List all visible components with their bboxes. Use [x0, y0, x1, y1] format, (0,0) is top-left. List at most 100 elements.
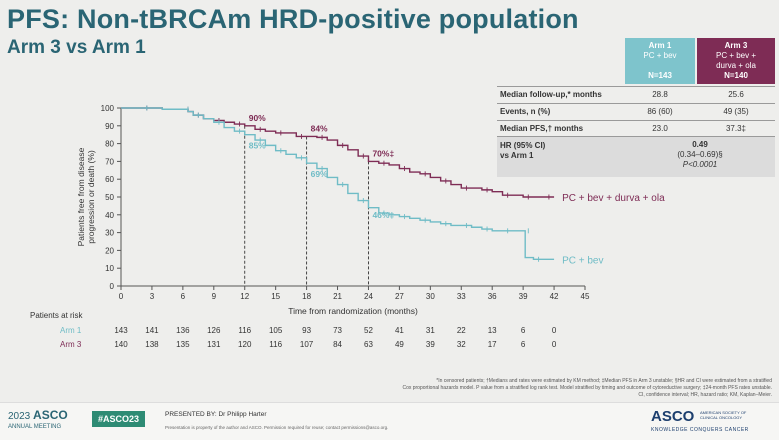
- arm1-header-regimen: PC + bev: [643, 51, 677, 60]
- presenter-credit: PRESENTED BY: Dr Philipp Harter: [165, 411, 267, 418]
- arm1-header: Arm 1 PC + bev N=143: [625, 38, 695, 84]
- risk-value: 136: [176, 326, 190, 335]
- x-tick-label: 36: [488, 292, 497, 301]
- y-tick-label: 10: [105, 264, 114, 273]
- x-tick-label: 33: [457, 292, 466, 301]
- risk-row-label: Arm 3: [60, 340, 82, 349]
- x-tick-label: 3: [150, 292, 155, 301]
- y-tick-label: 0: [110, 282, 115, 291]
- risk-value: 13: [488, 326, 497, 335]
- x-tick-label: 15: [271, 292, 280, 301]
- risk-value: 138: [145, 340, 159, 349]
- table-row: Events, n (%) 86 (60) 49 (35): [497, 103, 775, 120]
- risk-value: 107: [300, 340, 314, 349]
- x-tick-label: 45: [581, 292, 590, 301]
- x-tick-label: 6: [181, 292, 186, 301]
- hr-label: HR (95% CI): [500, 141, 546, 150]
- y-axis-title: Patients free from diseaseprogression or…: [76, 147, 96, 246]
- row-label: Median follow-up,* months: [500, 90, 602, 99]
- risk-value: 116: [238, 326, 251, 335]
- hr-p-value: P<0.0001: [682, 160, 718, 169]
- rate-annotation: 90%: [249, 113, 266, 123]
- y-tick-label: 80: [105, 140, 114, 149]
- arm1-header-name: Arm 1: [648, 41, 672, 50]
- row-label: Events, n (%): [500, 107, 551, 116]
- y-tick-label: 90: [105, 122, 114, 131]
- risk-value: 39: [426, 340, 435, 349]
- risk-value: 126: [207, 326, 221, 335]
- risk-value: 105: [269, 326, 283, 335]
- row-arm3-value: 37.3‡: [725, 124, 747, 133]
- meeting-name: ANNUAL MEETING: [8, 424, 62, 430]
- table-row: Median follow-up,* months 28.8 25.6: [497, 86, 775, 103]
- asco-tagline: KNOWLEDGE CONQUERS CANCER: [651, 427, 749, 433]
- row-label: Median PFS,† months: [500, 124, 584, 133]
- x-tick-label: 0: [119, 292, 124, 301]
- risk-value: 73: [333, 326, 342, 335]
- x-axis-title: Time from randomization (months): [288, 306, 418, 316]
- rate-annotation: 85%: [249, 141, 266, 151]
- meeting-year: 2023: [8, 411, 31, 422]
- y-tick-label: 30: [105, 229, 114, 238]
- risk-value: 141: [145, 326, 159, 335]
- risk-value: 0: [552, 326, 557, 335]
- risk-value: 143: [114, 326, 128, 335]
- x-tick-label: 9: [212, 292, 217, 301]
- asco-society-name: AMERICAN SOCIETY OF CLINICAL ONCOLOGY: [700, 410, 746, 420]
- hr-ci: (0.34–0.69)§: [677, 150, 723, 159]
- arm1-km-curve: [121, 107, 555, 260]
- y-tick-label: 100: [101, 104, 115, 113]
- arm1-header-n: N=143: [648, 71, 672, 80]
- rate-annotation: 84%: [311, 123, 328, 133]
- asco-society-line-1: AMERICAN SOCIETY OF: [700, 410, 747, 415]
- risk-value: 120: [238, 340, 252, 349]
- meeting-brand: ASCO: [33, 408, 68, 422]
- y-axis-title-line: Patients free from disease: [76, 147, 86, 246]
- presentation-notice: Presentation is property of the author a…: [165, 425, 389, 430]
- table-row: Median PFS,† months 23.0 37.3‡: [497, 120, 775, 137]
- risk-value: 0: [552, 340, 557, 349]
- x-tick-label: 21: [333, 292, 342, 301]
- risk-value: 17: [488, 340, 497, 349]
- y-tick-label: 50: [105, 193, 114, 202]
- risk-value: 84: [333, 340, 342, 349]
- page-subtitle: Arm 3 vs Arm 1: [7, 37, 146, 58]
- row-arm1-value: 86 (60): [647, 107, 673, 116]
- risk-value: 31: [426, 326, 435, 335]
- hr-value: 0.49: [692, 140, 708, 149]
- y-tick-label: 60: [105, 175, 114, 184]
- asco-logo: ASCO: [651, 408, 695, 425]
- y-axis-title-line: progression or death (%): [86, 150, 96, 244]
- legend-label: PC + bev + durva + ola: [562, 193, 665, 204]
- risk-value: 52: [364, 326, 373, 335]
- legend-label: PC + bev: [562, 255, 603, 266]
- risk-value: 131: [207, 340, 221, 349]
- arm3-header-n: N=140: [724, 71, 748, 80]
- x-tick-label: 42: [550, 292, 559, 301]
- hashtag-badge: #ASCO23: [92, 411, 146, 427]
- risk-value: 22: [457, 326, 466, 335]
- risk-value: 41: [395, 326, 404, 335]
- row-arm1-value: 23.0: [652, 124, 668, 133]
- x-tick-label: 18: [302, 292, 311, 301]
- rate-annotation: 69%: [311, 169, 328, 179]
- footnote-line-3: CI, confidence interval; HR, hazard rati…: [638, 392, 772, 398]
- risk-value: 93: [302, 326, 311, 335]
- risk-value: 6: [521, 326, 526, 335]
- risk-value: 135: [176, 340, 190, 349]
- asco-society-line-2: CLINICAL ONCOLOGY: [700, 415, 743, 420]
- hr-label-vs: vs Arm 1: [500, 151, 534, 160]
- risk-value: 32: [457, 340, 466, 349]
- rate-annotation: 46%‡: [372, 210, 394, 220]
- footer-bar: 2023 ASCO ANNUAL MEETING #ASCO23 PRESENT…: [0, 402, 779, 440]
- x-tick-label: 12: [240, 292, 249, 301]
- x-tick-label: 24: [364, 292, 373, 301]
- arm3-header-name: Arm 3: [724, 41, 748, 50]
- arm3-header-regimen2: durva + ola: [716, 61, 756, 70]
- risk-row-label: Arm 1: [60, 326, 82, 335]
- footnote: *In censored patients; †Medians and rate…: [210, 378, 772, 399]
- risk-table-title: Patients at risk: [30, 311, 83, 320]
- footnote-line-1: *In censored patients; †Medians and rate…: [436, 378, 772, 384]
- asco-meeting-logo: 2023 ASCO ANNUAL MEETING: [8, 408, 68, 432]
